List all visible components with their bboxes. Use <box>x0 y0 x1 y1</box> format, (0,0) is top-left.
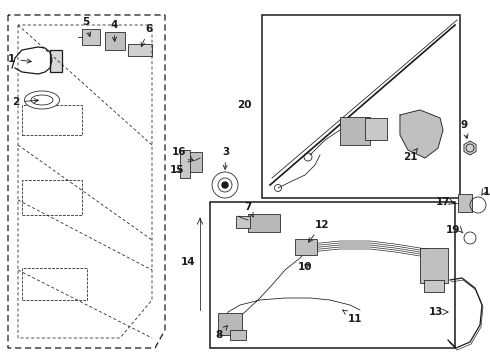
Bar <box>22 105 82 135</box>
Circle shape <box>222 182 228 188</box>
Bar <box>128 44 152 56</box>
Text: 9: 9 <box>460 120 468 138</box>
Bar <box>248 214 280 232</box>
Text: 13: 13 <box>428 307 443 317</box>
Ellipse shape <box>31 95 53 105</box>
Bar <box>236 216 250 228</box>
Text: 18: 18 <box>483 187 490 197</box>
Polygon shape <box>400 110 443 158</box>
Bar <box>50 50 62 72</box>
Bar <box>188 152 202 172</box>
Bar <box>262 15 460 198</box>
Text: 21: 21 <box>403 149 417 162</box>
Text: 11: 11 <box>343 310 363 324</box>
Bar <box>340 117 370 145</box>
Text: 1: 1 <box>8 54 31 64</box>
Text: 7: 7 <box>244 202 253 217</box>
Ellipse shape <box>24 91 59 109</box>
Bar <box>22 180 82 215</box>
Text: 8: 8 <box>215 326 227 340</box>
Text: 15: 15 <box>170 165 185 175</box>
Bar <box>458 194 472 212</box>
Text: 16: 16 <box>172 147 193 160</box>
Text: 2: 2 <box>12 97 38 107</box>
Text: 5: 5 <box>82 17 91 36</box>
Text: 6: 6 <box>141 24 152 46</box>
Text: 20: 20 <box>238 100 252 110</box>
Bar <box>420 248 448 283</box>
Bar <box>210 202 455 348</box>
Text: 3: 3 <box>222 147 229 169</box>
Text: 12: 12 <box>308 220 329 242</box>
Bar <box>180 150 190 178</box>
Text: 14: 14 <box>180 257 195 267</box>
FancyBboxPatch shape <box>82 29 100 45</box>
Bar <box>230 330 246 340</box>
Bar <box>22 268 87 300</box>
Text: 10: 10 <box>298 262 313 272</box>
Bar <box>218 313 242 335</box>
Text: 4: 4 <box>110 20 118 41</box>
Bar <box>365 118 387 140</box>
Bar <box>295 239 317 255</box>
Bar <box>105 32 125 50</box>
Bar <box>424 280 444 292</box>
Text: 17: 17 <box>436 197 450 207</box>
Text: 19: 19 <box>445 225 460 235</box>
